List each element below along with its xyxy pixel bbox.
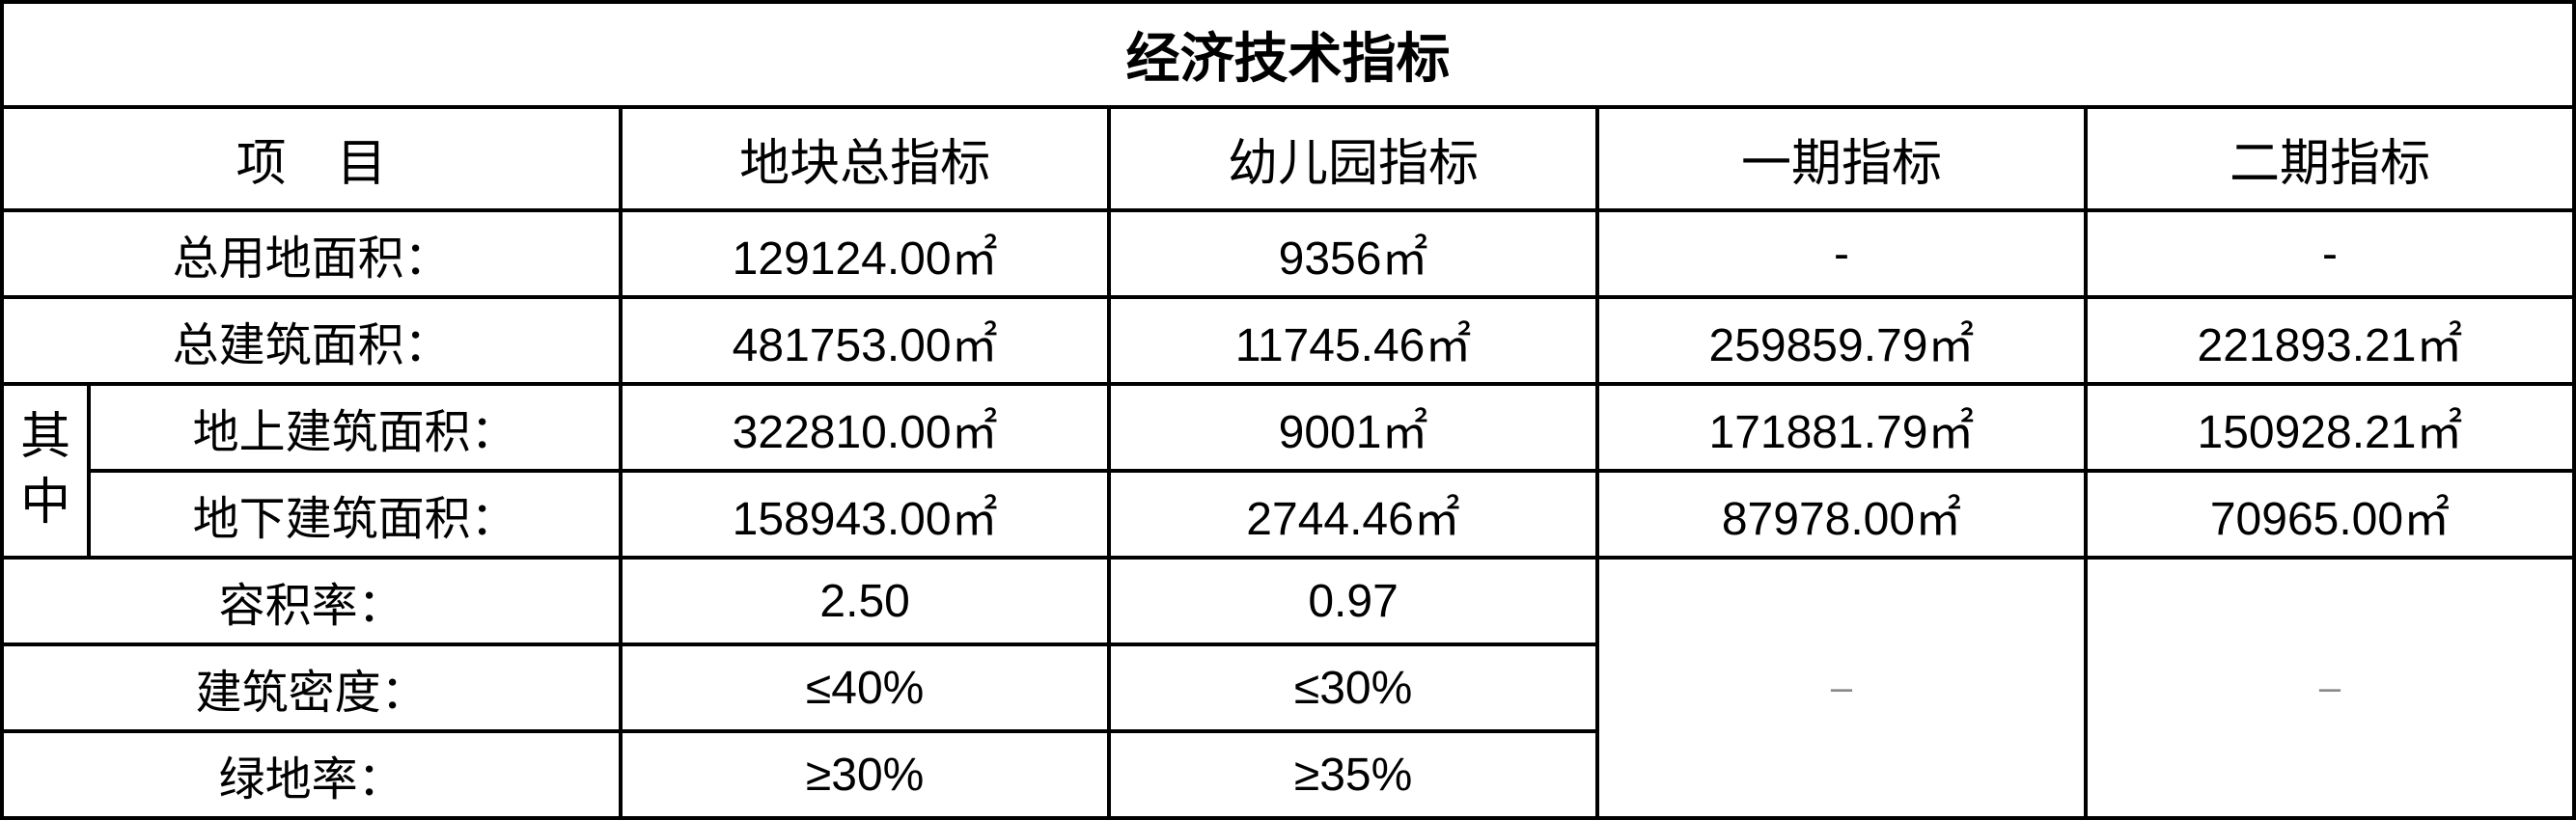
cell-total: 322810.00㎡: [621, 384, 1109, 471]
header-kindergarten: 幼儿园指标: [1109, 107, 1597, 210]
cell-phase2-merged: –: [2086, 558, 2574, 818]
table-title-row: 经济技术指标: [2, 2, 2574, 107]
header-phase1: 一期指标: [1597, 107, 2086, 210]
cell-kindergarten: 9001㎡: [1109, 384, 1597, 471]
table-row: 容积率： 2.50 0.97 – –: [2, 558, 2574, 644]
table-row: 地下建筑面积： 158943.00㎡ 2744.46㎡ 87978.00㎡ 70…: [2, 471, 2574, 558]
row-label: 地下建筑面积：: [89, 471, 621, 558]
cell-total: 158943.00㎡: [621, 471, 1109, 558]
sub-label-char2: 中: [20, 475, 70, 531]
table-row: 总建筑面积： 481753.00㎡ 11745.46㎡ 259859.79㎡ 2…: [2, 297, 2574, 384]
row-label: 总建筑面积：: [2, 297, 621, 384]
cell-total: ≤40%: [621, 644, 1109, 731]
row-label: 建筑密度：: [2, 644, 621, 731]
table-row: 其 中 地上建筑面积： 322810.00㎡ 9001㎡ 171881.79㎡ …: [2, 384, 2574, 471]
cell-phase1: -: [1597, 210, 2086, 297]
cell-total: 2.50: [621, 558, 1109, 644]
sub-label-char1: 其: [20, 409, 70, 465]
cell-kindergarten: ≤30%: [1109, 644, 1597, 731]
cell-phase1: 171881.79㎡: [1597, 384, 2086, 471]
cell-phase2: 70965.00㎡: [2086, 471, 2574, 558]
row-label: 绿地率：: [2, 731, 621, 818]
header-project: 项 目: [2, 107, 621, 210]
cell-total: 129124.00㎡: [621, 210, 1109, 297]
cell-kindergarten: 9356㎡: [1109, 210, 1597, 297]
cell-total: ≥30%: [621, 731, 1109, 818]
cell-total: 481753.00㎡: [621, 297, 1109, 384]
header-phase2: 二期指标: [2086, 107, 2574, 210]
cell-kindergarten: 11745.46㎡: [1109, 297, 1597, 384]
row-label: 总用地面积：: [2, 210, 621, 297]
cell-phase2: 150928.21㎡: [2086, 384, 2574, 471]
row-label: 地上建筑面积：: [89, 384, 621, 471]
header-total: 地块总指标: [621, 107, 1109, 210]
cell-phase1: 87978.00㎡: [1597, 471, 2086, 558]
cell-phase2: -: [2086, 210, 2574, 297]
cell-kindergarten: 0.97: [1109, 558, 1597, 644]
cell-phase2: 221893.21㎡: [2086, 297, 2574, 384]
economic-indicators-table: 经济技术指标 项 目 地块总指标 幼儿园指标 一期指标 二期指标 总用地面积： …: [0, 0, 2576, 820]
table-row: 总用地面积： 129124.00㎡ 9356㎡ - -: [2, 210, 2574, 297]
cell-phase1: 259859.79㎡: [1597, 297, 2086, 384]
cell-phase1-merged: –: [1597, 558, 2086, 818]
row-label: 容积率：: [2, 558, 621, 644]
table-title: 经济技术指标: [2, 2, 2574, 107]
sub-group-label: 其 中: [2, 384, 89, 558]
cell-kindergarten: 2744.46㎡: [1109, 471, 1597, 558]
cell-kindergarten: ≥35%: [1109, 731, 1597, 818]
table-header-row: 项 目 地块总指标 幼儿园指标 一期指标 二期指标: [2, 107, 2574, 210]
